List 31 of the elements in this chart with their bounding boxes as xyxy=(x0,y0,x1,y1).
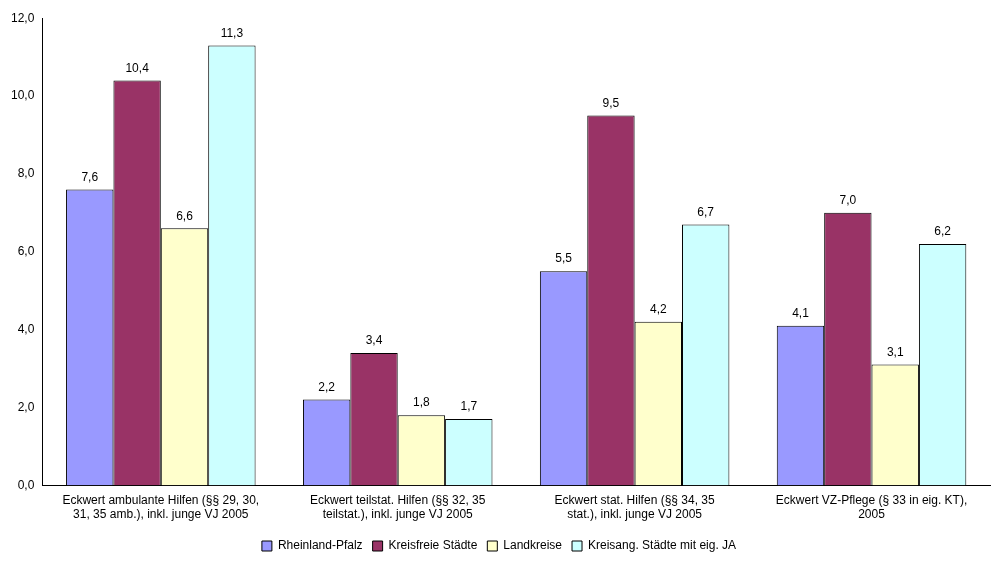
y-tick-label: 4,0 xyxy=(17,321,35,336)
y-tick-label: 2,0 xyxy=(17,399,35,414)
y-tick-label: 12,0 xyxy=(11,10,35,25)
legend-label: Kreisfreie Städte xyxy=(388,538,478,553)
x-tick-label: Eckwert VZ-Pflege (§ 33 in eig. KT), 2005 xyxy=(775,492,968,522)
y-tick-label: 8,0 xyxy=(17,166,35,181)
data-label: 6,7 xyxy=(697,204,715,219)
y-tick-label: 0,0 xyxy=(17,477,35,492)
data-label: 3,1 xyxy=(886,344,904,359)
data-label: 5,5 xyxy=(555,251,573,266)
data-label: 4,2 xyxy=(649,302,667,317)
data-label: 7,6 xyxy=(81,169,99,184)
x-tick-label: Eckwert ambulante Hilfen (§§ 29, 30, 31, 35 amb.), inkl. junge VJ 2005 xyxy=(62,492,260,522)
data-label: 3,4 xyxy=(365,333,383,348)
y-tick-label: 10,0 xyxy=(11,88,35,103)
x-tick-label: Eckwert stat. Hilfen (§§ 34, 35 stat.), inkl. junge VJ 2005 xyxy=(554,492,715,522)
data-label: 6,6 xyxy=(176,208,194,223)
data-label: 4,1 xyxy=(792,305,810,320)
legend-label: Rheinland-Pfalz xyxy=(277,538,363,553)
y-tick-label: 6,0 xyxy=(17,244,35,259)
data-label: 2,2 xyxy=(318,379,336,394)
data-label: 10,4 xyxy=(125,60,150,75)
legend-label: Kreisang. Städte mit eig. JA xyxy=(588,538,737,553)
legend-label: Landkreise xyxy=(503,538,563,553)
data-label: 11,3 xyxy=(220,25,244,40)
data-label: 1,8 xyxy=(413,395,431,410)
data-label: 7,0 xyxy=(839,193,857,208)
data-label: 1,7 xyxy=(460,399,478,414)
data-label: 9,5 xyxy=(602,95,620,110)
x-tick-label: Eckwert teilstat. Hilfen (§§ 32, 35 teilstat.), inkl. junge VJ 2005 xyxy=(310,492,486,522)
data-label: 6,2 xyxy=(934,224,952,239)
